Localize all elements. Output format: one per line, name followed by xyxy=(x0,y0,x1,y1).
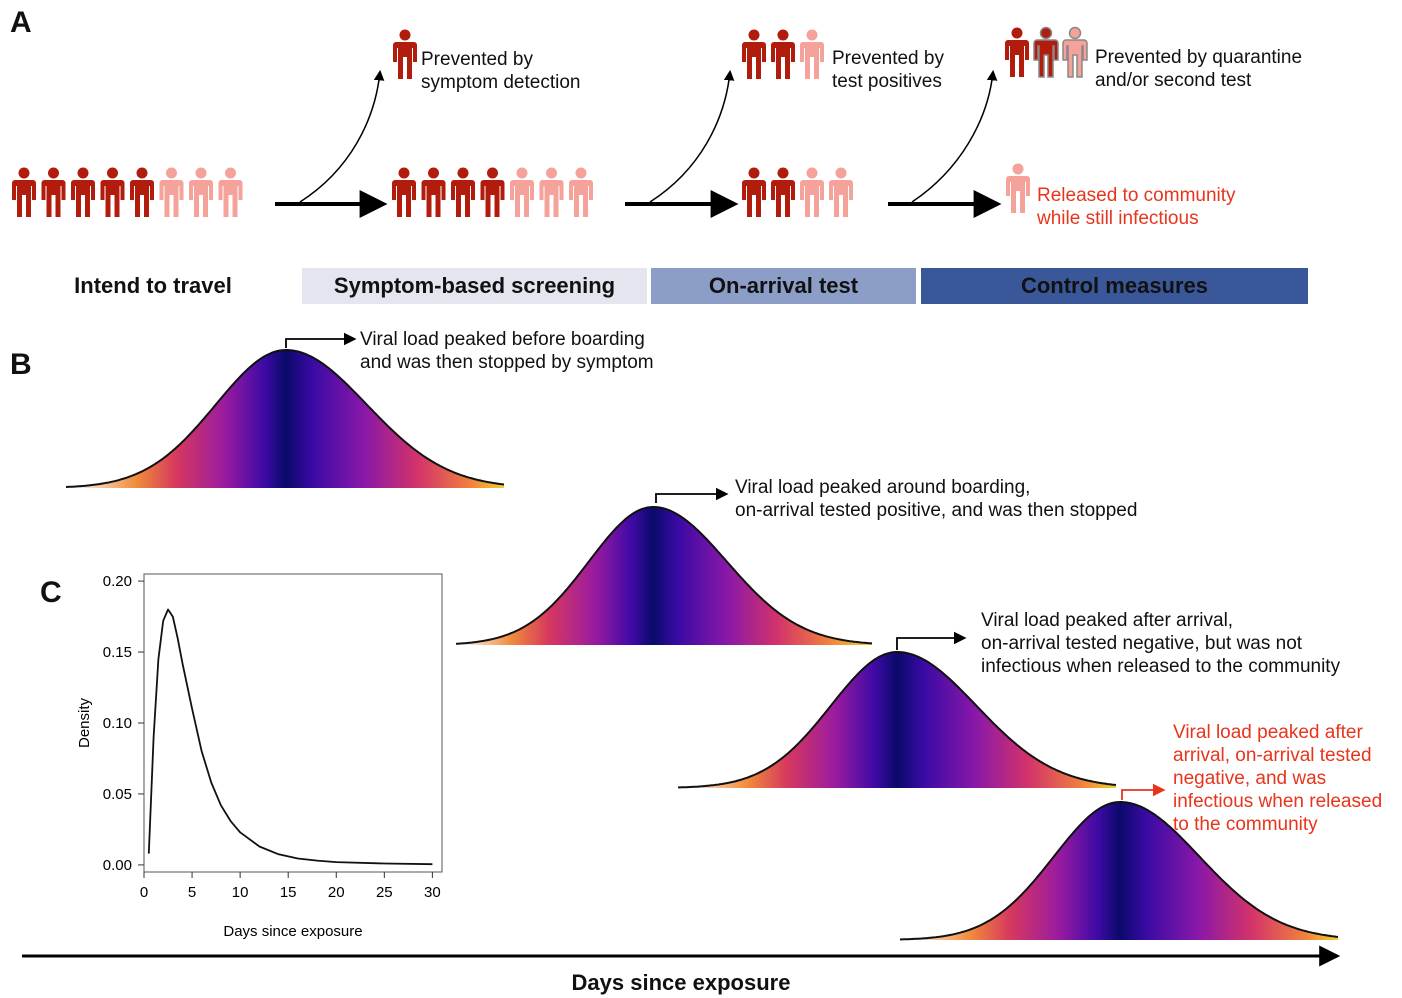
person-icon xyxy=(393,29,417,79)
callout-arrow-4 xyxy=(1121,783,1166,800)
callout-arrow-2 xyxy=(655,487,729,503)
person-icon xyxy=(100,167,125,217)
person-icon xyxy=(510,167,534,217)
person-icon xyxy=(392,167,416,217)
panel-c-letter: C xyxy=(40,576,62,609)
person-icon xyxy=(480,167,505,217)
bottom-axis-label: Days since exposure xyxy=(571,970,791,995)
stage-control-measures: Control measures xyxy=(921,268,1308,304)
branch-arrow-2 xyxy=(649,69,735,203)
person-icon xyxy=(451,167,475,217)
panel-b-letter: B xyxy=(10,348,32,381)
x-tick-label: 10 xyxy=(232,884,249,901)
x-tick-label: 0 xyxy=(140,884,148,901)
person-icon xyxy=(771,167,795,217)
y-tick-label: 0.05 xyxy=(103,786,132,803)
person-icon xyxy=(539,167,564,217)
viral-load-curve-2 xyxy=(456,507,872,645)
viral-load-outline-4 xyxy=(899,801,1339,941)
curve4-label: Viral load peaked after arrival, on-arriv… xyxy=(1173,722,1383,835)
y-axis-label: Density xyxy=(76,697,93,748)
person-icon xyxy=(189,167,213,217)
prevented-quarantine-label: Prevented by quarantine and/or second tes… xyxy=(1095,47,1303,91)
callout-arrow-3 xyxy=(896,631,967,650)
viral-load-outline-3 xyxy=(678,651,1117,789)
density-line xyxy=(147,608,433,866)
x-axis-label: Days since exposure xyxy=(223,923,362,940)
x-tick-label: 30 xyxy=(424,884,441,901)
y-tick-label: 0.20 xyxy=(103,573,132,590)
stage-intend-to-travel: Intend to travel xyxy=(74,273,232,298)
person-icon xyxy=(218,167,243,217)
person-icon xyxy=(800,167,824,217)
branch-arrow-3 xyxy=(911,69,998,203)
person-icon xyxy=(421,167,446,217)
y-tick-label: 0.00 xyxy=(103,857,132,874)
branch-arrow-1 xyxy=(299,69,385,203)
x-tick-label: 15 xyxy=(280,884,297,901)
stage-on-arrival-test: On-arrival test xyxy=(651,268,916,304)
person-icon xyxy=(829,167,853,217)
x-tick-label: 25 xyxy=(376,884,393,901)
x-tick-label: 20 xyxy=(328,884,345,901)
viral-load-outline-2 xyxy=(455,506,873,645)
viral-load-curve-1 xyxy=(66,350,504,488)
person-icon xyxy=(12,167,36,217)
curve3-label: Viral load peaked after arrival, on-arriv… xyxy=(981,610,1341,677)
x-tick-label: 5 xyxy=(188,884,196,901)
person-icon xyxy=(159,167,184,217)
curve2-label: Viral load peaked around boarding, on-arr… xyxy=(735,477,1138,521)
viral-load-outline-1 xyxy=(65,349,505,488)
person-icon xyxy=(742,29,766,79)
curve1-label: Viral load peaked before boarding and was… xyxy=(360,329,654,373)
viral-load-curve-4 xyxy=(900,802,1338,940)
person-icon xyxy=(742,167,766,217)
y-tick-label: 0.10 xyxy=(103,715,132,732)
person-icon xyxy=(71,167,95,217)
panel-a-letter: A xyxy=(10,6,32,39)
person-icon xyxy=(130,167,154,217)
person-icon xyxy=(41,167,66,217)
stage-symptom-screening: Symptom-based screening xyxy=(302,268,647,304)
y-tick-label: 0.15 xyxy=(103,644,132,661)
person-icon xyxy=(1006,163,1030,213)
person-icon xyxy=(1005,27,1029,77)
person-icon xyxy=(569,167,593,217)
prevented-symptom-label: Prevented by symptom detection xyxy=(421,49,581,93)
person-icon xyxy=(1062,26,1088,78)
person-icon xyxy=(800,29,824,79)
callout-arrow-1 xyxy=(285,332,357,348)
person-icon xyxy=(771,29,795,79)
prevented-test-label: Prevented by test positives xyxy=(832,48,944,92)
person-icon xyxy=(1033,26,1059,78)
released-label: Released to community while still infecti… xyxy=(1037,185,1236,229)
